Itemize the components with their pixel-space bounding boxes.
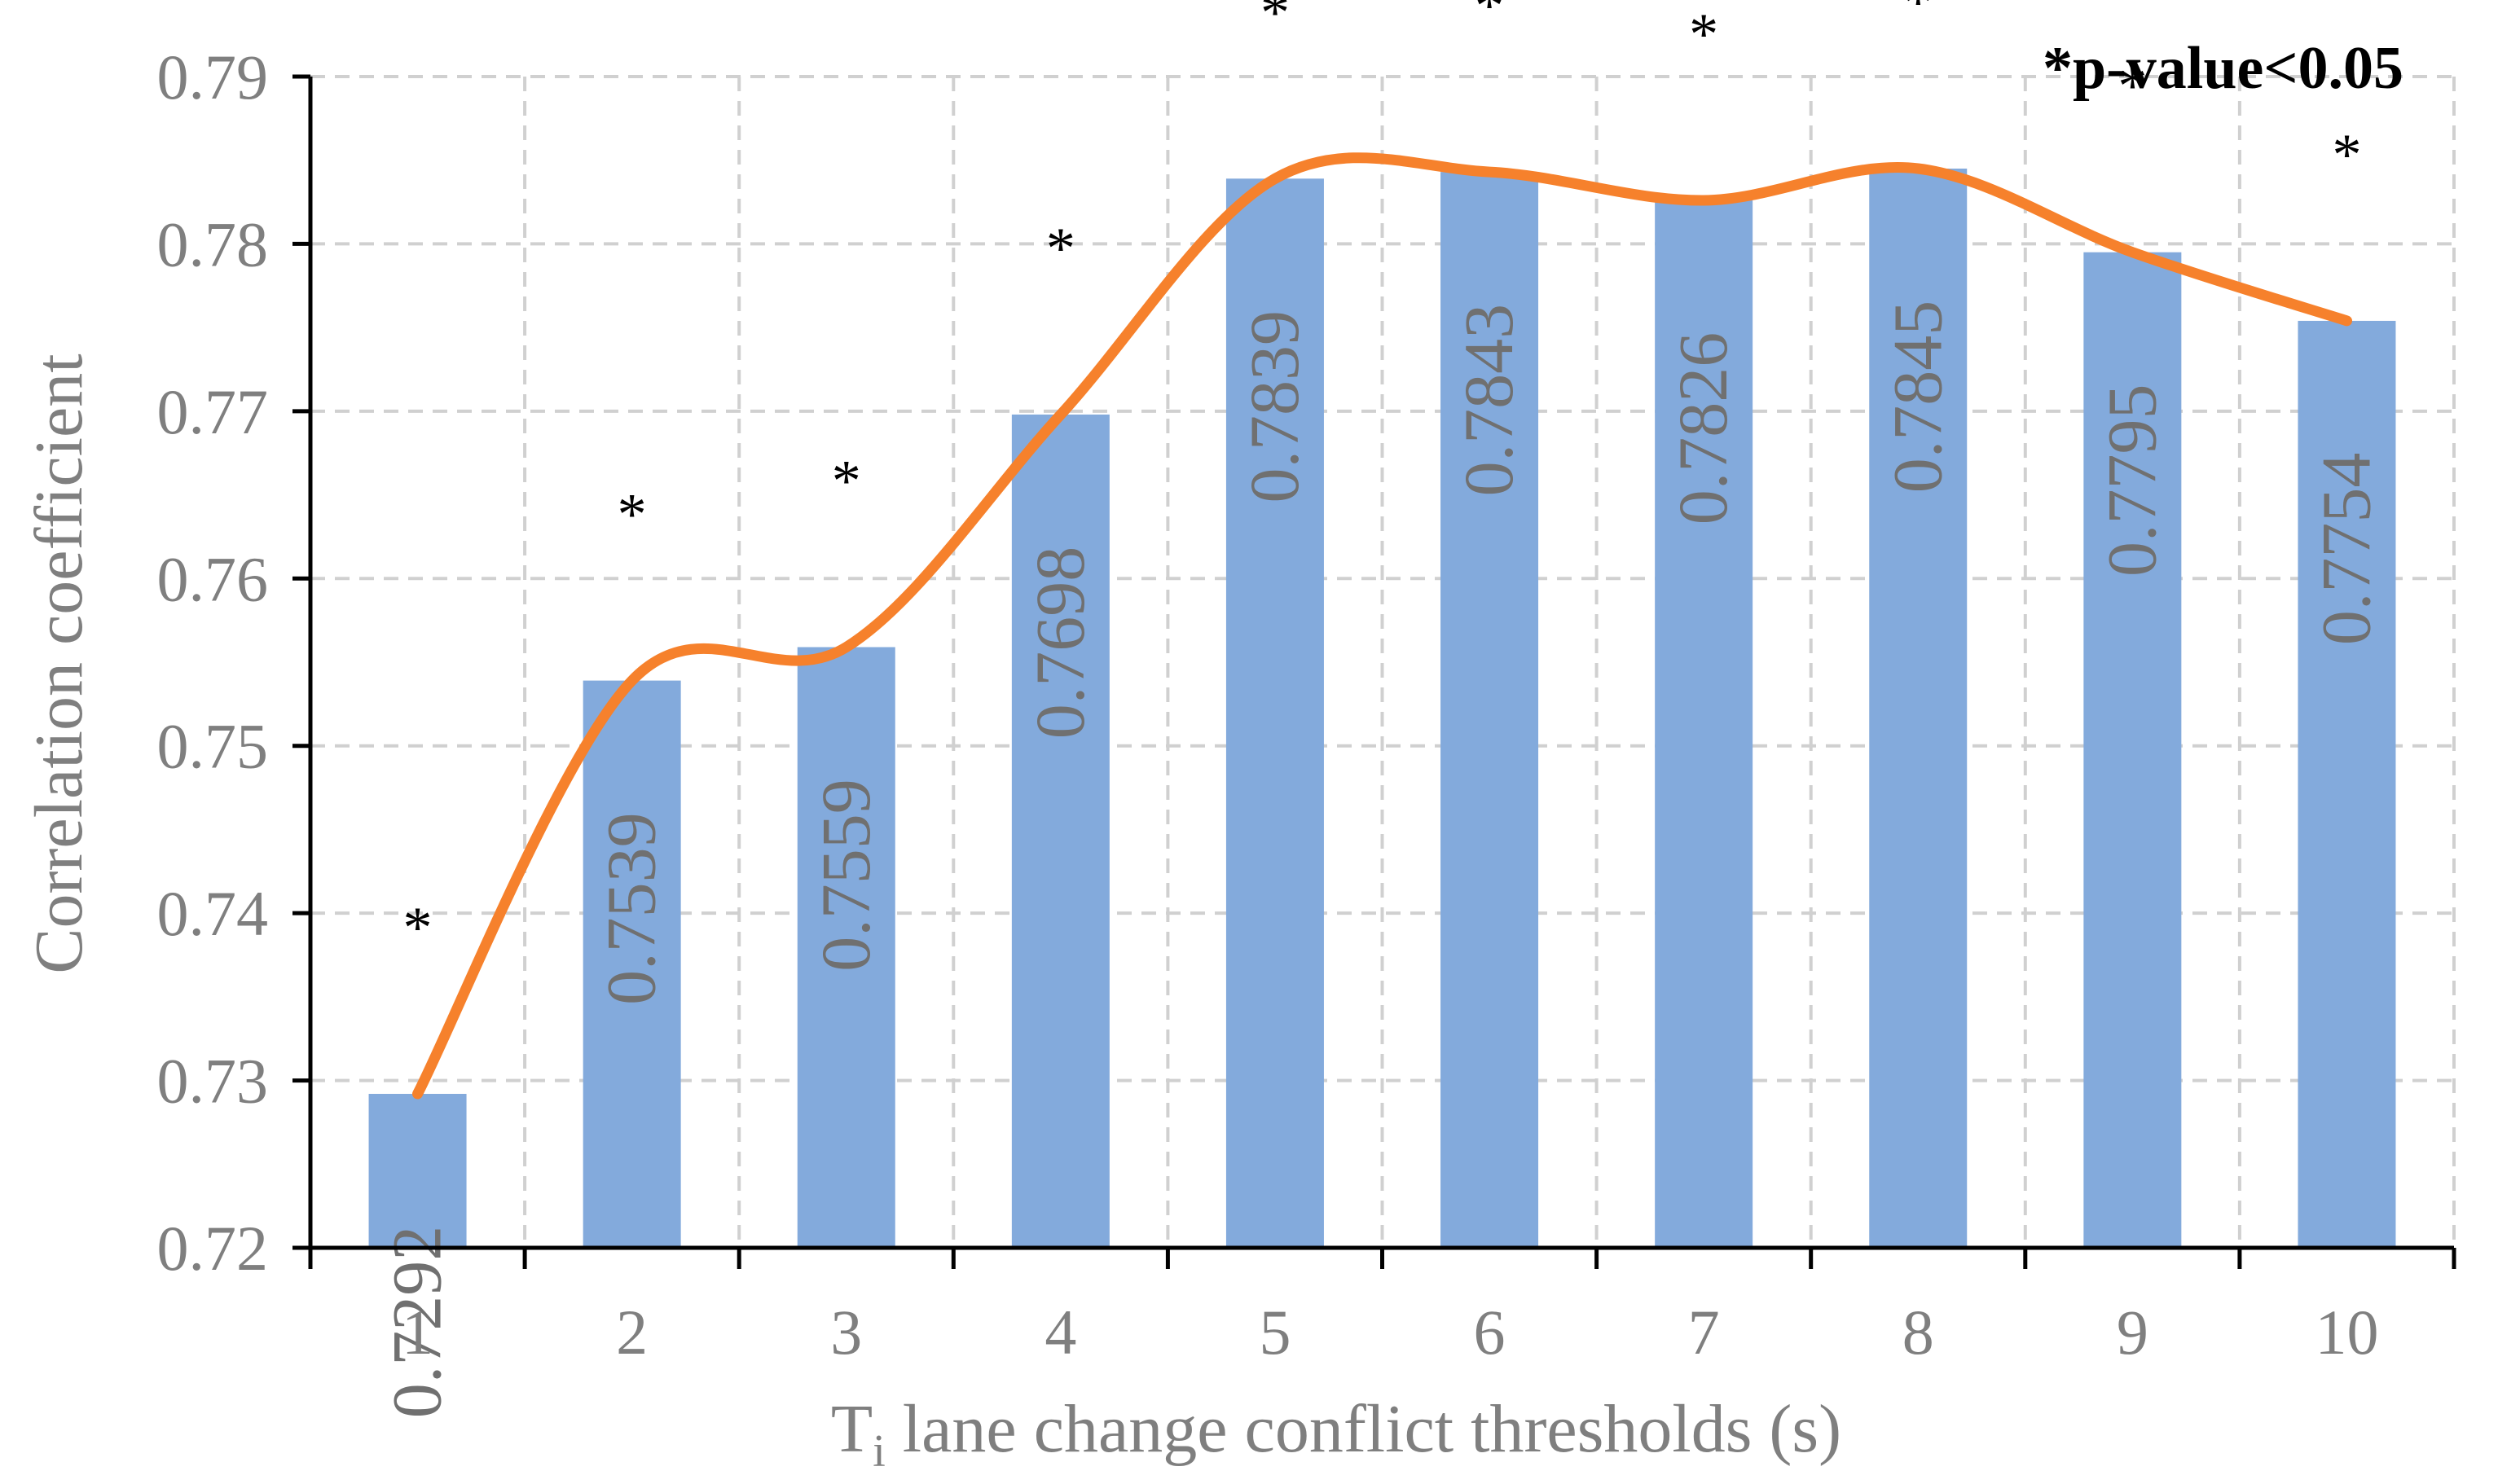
x-tick-label: 6 [1474,1297,1506,1368]
y-tick-label: 0.72 [157,1213,269,1284]
x-tick-label: 2 [616,1297,648,1368]
data-label: 0.7826 [1664,332,1742,525]
x-axis-title-main: T [831,1391,873,1467]
axes [292,74,2456,1269]
significance-marker: * [403,895,433,960]
bar [1225,178,1324,1249]
y-tick-label: 0.78 [157,209,269,279]
y-tick-label: 0.77 [157,376,269,447]
data-label: 0.7795 [2092,384,2170,577]
data-labels: 0.7292 * 0.7539 * 0.7559 * 0.7698 * 0.7839 * 0.784… [378,0,2386,1418]
significance-marker: * [832,449,861,514]
y-tick-label: 0.75 [157,711,269,782]
data-label: 0.7539 [592,812,671,1005]
data-label: 0.7698 [1021,547,1099,740]
tick-labels: 0.72 0.73 0.74 0.75 0.76 0.77 0.78 0.79 1 2 3 4 5 6 7 8… [157,42,2379,1368]
x-tick-label: 5 [1259,1297,1291,1368]
trend-line [412,152,2352,1100]
x-axis-title-subscript: i [873,1426,886,1477]
significance-marker: * [1260,0,1290,45]
bar [2083,252,2182,1249]
bar [1440,172,1539,1249]
significance-marker: * [1475,0,1504,38]
bar [368,1094,467,1248]
y-tick-label: 0.79 [157,42,269,112]
significance-marker: * [1689,2,1718,67]
significance-marker: * [1903,0,1933,35]
bar [1655,200,1753,1249]
y-axis-title: Correlation coefficient [21,353,97,973]
p-value-annotation: *p-value<0.05 [2043,35,2403,102]
significance-marker: * [2332,122,2361,187]
bar [1869,168,1968,1248]
x-tick-label: 9 [2117,1297,2148,1368]
bars [368,168,2396,1249]
significance-marker: * [618,482,647,547]
x-axis-title: Ti lane change conflict thresholds (s) [831,1391,1841,1477]
data-label: 0.7754 [2307,453,2386,646]
trend-line-layer [412,152,2352,1100]
x-tick-label: 3 [830,1297,862,1368]
y-tick-label: 0.76 [157,543,269,614]
significance-marker: * [1046,216,1075,281]
significance-marker: * [2118,54,2147,119]
bar [583,680,681,1248]
bar [2298,320,2396,1248]
x-tick-label: 7 [1688,1297,1720,1368]
x-tick-label: 8 [1902,1297,1934,1368]
y-tick-label: 0.73 [157,1046,269,1117]
x-axis-title-rest: lane change conflict thresholds (s) [886,1391,1841,1467]
data-label: 0.7559 [807,779,885,972]
x-tick-label: 10 [2315,1297,2378,1368]
x-tick-label: 4 [1044,1297,1076,1368]
bar [1011,414,1110,1249]
bar [797,647,895,1248]
data-label: 0.7843 [1449,304,1528,496]
x-tick-label: 1 [402,1297,433,1368]
data-label: 0.7845 [1878,301,1956,494]
data-label: 0.7839 [1235,310,1313,503]
data-label: 0.7292 [378,1226,456,1419]
y-tick-label: 0.74 [157,878,269,949]
